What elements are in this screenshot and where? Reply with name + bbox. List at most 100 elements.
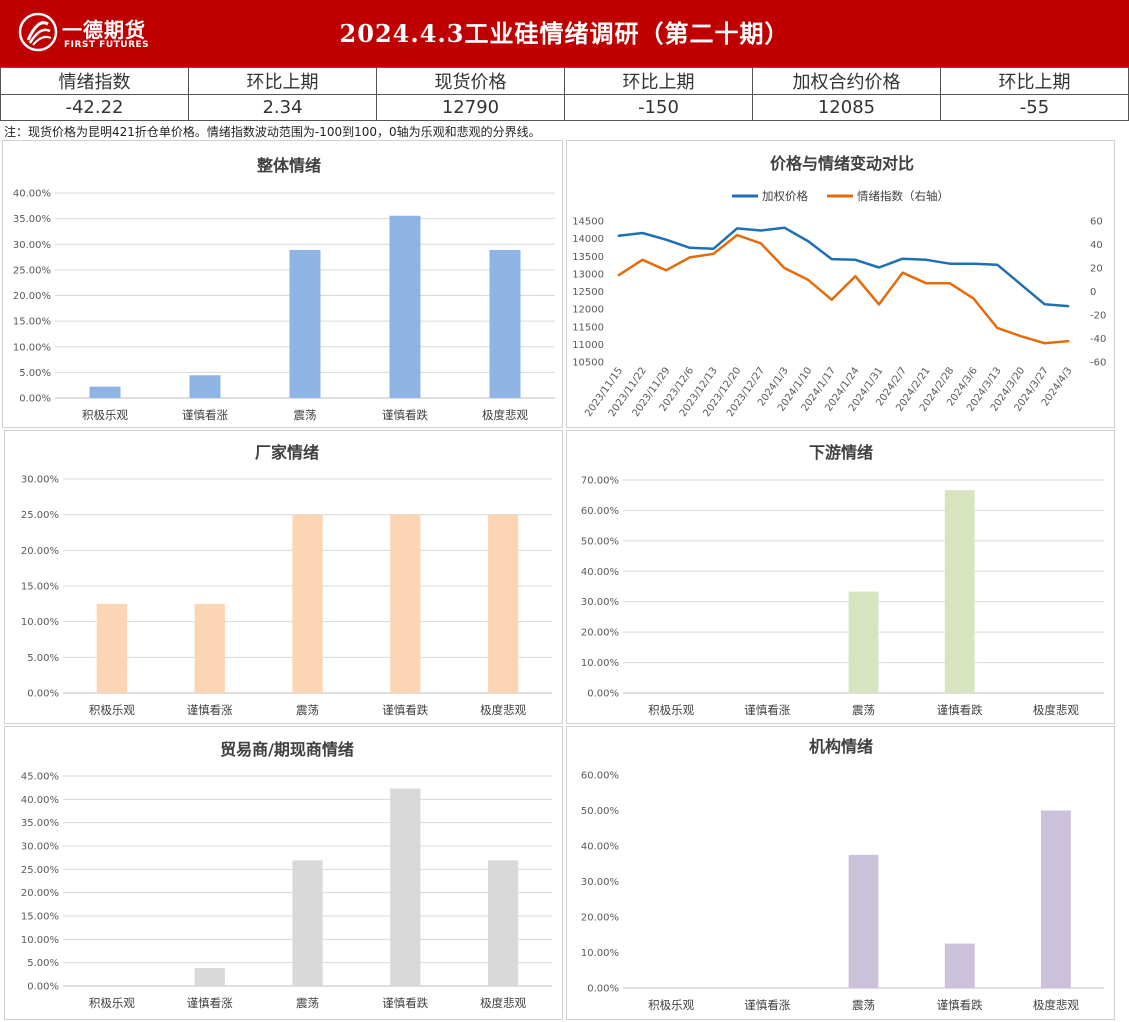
price-sentiment-panel: 价格与情绪变动对比 加权价格 情绪指数（右轴） 10500 11000 11500 1200… bbox=[566, 140, 1115, 428]
category-label: 震荡 bbox=[852, 998, 875, 1012]
category-label: 积极乐观 bbox=[82, 408, 128, 422]
y-tick-label: 0.00% bbox=[587, 689, 619, 700]
category-label: 积极乐观 bbox=[89, 703, 135, 717]
category-label: 谨慎看涨 bbox=[187, 703, 233, 717]
right-y-tick-label: 0 bbox=[1090, 287, 1096, 298]
bar bbox=[848, 854, 879, 988]
logo-mark-icon bbox=[18, 12, 58, 52]
y-tick-label: 15.00% bbox=[13, 317, 51, 328]
downstream-sentiment-panel: 下游情绪 0.00% 10.00% 20.00% 30.00% 40.00% 50.00% 6… bbox=[566, 430, 1115, 724]
y-tick-label: 45.00% bbox=[21, 772, 59, 783]
chart-title: 贸易商/期现商情绪 bbox=[220, 740, 354, 759]
y-tick-label: 60.00% bbox=[581, 771, 619, 782]
summary-header-row: 情绪指数 环比上期 现货价格 环比上期 加权合约价格 环比上期 bbox=[0, 67, 1129, 95]
bar bbox=[487, 514, 519, 693]
left-y-tick-label: 13000 bbox=[572, 269, 604, 280]
producer-sentiment-chart: 厂家情绪 0.00% 5.00% 10.00% 15.00% 20.00% 25.00% 30… bbox=[21, 443, 552, 717]
summary-value-cell: 2.34 bbox=[188, 94, 377, 121]
y-tick-label: 20.00% bbox=[581, 628, 619, 639]
left-y-tick-label: 13500 bbox=[572, 252, 604, 263]
y-tick-label: 50.00% bbox=[581, 536, 619, 547]
producer-sentiment-panel: 厂家情绪 0.00% 5.00% 10.00% 15.00% 20.00% 25.00% 30… bbox=[4, 430, 563, 724]
bar bbox=[194, 603, 225, 693]
y-tick-label: 10.00% bbox=[581, 658, 619, 669]
y-tick-label: 60.00% bbox=[581, 506, 619, 517]
y-tick-label: 30.00% bbox=[13, 240, 51, 251]
left-y-tick-label: 14500 bbox=[572, 217, 604, 228]
category-label: 极度悲观 bbox=[482, 408, 528, 422]
trader-sentiment-panel: 贸易商/期现商情绪 0.00% 5.00% 10.00% 15.00% 20.00% 25.… bbox=[4, 726, 563, 1020]
y-tick-label: 0.00% bbox=[27, 982, 59, 993]
summary-value-cell: 12790 bbox=[376, 94, 565, 121]
series-line bbox=[617, 226, 1070, 308]
bar bbox=[189, 375, 221, 398]
y-tick-label: 35.00% bbox=[21, 818, 59, 829]
bar bbox=[289, 249, 321, 398]
page-header: 一德期货 FIRST FUTURES 2024.4.3工业硅情绪调研（第二十期） bbox=[0, 0, 1129, 67]
category-label: 谨慎看涨 bbox=[744, 998, 790, 1012]
category-label: 积极乐观 bbox=[648, 998, 694, 1012]
y-tick-label: 20.00% bbox=[581, 913, 619, 924]
y-tick-label: 25.00% bbox=[13, 265, 51, 276]
bar bbox=[89, 386, 121, 398]
category-label: 极度悲观 bbox=[1033, 703, 1079, 717]
category-label: 极度悲观 bbox=[480, 703, 526, 717]
y-tick-label: 20.00% bbox=[13, 291, 51, 302]
y-tick-label: 0.00% bbox=[587, 984, 619, 995]
category-label: 谨慎看涨 bbox=[187, 996, 233, 1010]
category-label: 震荡 bbox=[852, 703, 875, 717]
y-tick-label: 25.00% bbox=[21, 510, 59, 521]
y-tick-label: 50.00% bbox=[581, 806, 619, 817]
bar bbox=[1040, 810, 1071, 988]
bar bbox=[487, 860, 519, 986]
y-tick-label: 5.00% bbox=[27, 653, 59, 664]
y-tick-label: 5.00% bbox=[19, 368, 51, 379]
legend-label: 加权价格 bbox=[762, 189, 808, 203]
bar bbox=[848, 591, 879, 693]
right-y-tick-label: 60 bbox=[1090, 217, 1103, 228]
summary-value-row: -42.22 2.34 12790 -150 12085 -55 bbox=[0, 94, 1129, 121]
category-label: 积极乐观 bbox=[89, 996, 135, 1010]
trader-sentiment-chart: 贸易商/期现商情绪 0.00% 5.00% 10.00% 15.00% 20.00% 25.… bbox=[21, 740, 552, 1010]
logo-name: 一德期货 bbox=[62, 18, 146, 42]
bar bbox=[390, 788, 421, 986]
institution-sentiment-chart: 机构情绪 0.00% 10.00% 20.00% 30.00% 40.00% 50.00% 6… bbox=[581, 737, 1104, 1012]
y-tick-label: 0.00% bbox=[19, 394, 51, 405]
bar bbox=[96, 603, 128, 693]
right-y-tick-label: -40 bbox=[1090, 334, 1106, 345]
category-label: 谨慎看跌 bbox=[937, 703, 983, 717]
summary-header-cell: 情绪指数 bbox=[0, 67, 189, 95]
summary-value-cell: -150 bbox=[564, 94, 753, 121]
left-y-tick-label: 10500 bbox=[572, 358, 604, 369]
chart-title: 厂家情绪 bbox=[255, 443, 319, 462]
y-tick-label: 10.00% bbox=[21, 935, 59, 946]
y-tick-label: 30.00% bbox=[21, 842, 59, 853]
y-tick-label: 10.00% bbox=[13, 342, 51, 353]
summary-header-cell: 环比上期 bbox=[188, 67, 377, 95]
summary-value-cell: 12085 bbox=[752, 94, 941, 121]
right-y-tick-label: -20 bbox=[1090, 311, 1106, 322]
chart-title: 价格与情绪变动对比 bbox=[770, 154, 914, 173]
y-tick-label: 30.00% bbox=[21, 475, 59, 486]
bar bbox=[489, 249, 521, 398]
chart-title: 下游情绪 bbox=[809, 443, 873, 462]
bar bbox=[292, 514, 323, 693]
category-label: 极度悲观 bbox=[480, 996, 526, 1010]
category-label: 震荡 bbox=[296, 703, 319, 717]
footnote: 注：现货价格为昆明421折仓单价格。情绪指数波动范围为-100到100，0轴为乐… bbox=[4, 125, 541, 139]
y-tick-label: 30.00% bbox=[581, 877, 619, 888]
y-tick-label: 15.00% bbox=[21, 912, 59, 923]
downstream-sentiment-chart: 下游情绪 0.00% 10.00% 20.00% 30.00% 40.00% 50.00% 6… bbox=[581, 443, 1104, 717]
y-tick-label: 0.00% bbox=[27, 689, 59, 700]
series-line bbox=[617, 233, 1070, 345]
summary-header-cell: 环比上期 bbox=[564, 67, 753, 95]
right-y-tick-label: 40 bbox=[1090, 240, 1103, 251]
category-label: 积极乐观 bbox=[648, 703, 694, 717]
category-label: 震荡 bbox=[294, 408, 317, 422]
right-y-tick-label: -60 bbox=[1090, 358, 1106, 369]
y-tick-label: 20.00% bbox=[21, 888, 59, 899]
summary-value-cell: -55 bbox=[940, 94, 1129, 121]
y-tick-label: 35.00% bbox=[13, 214, 51, 225]
logo-subtitle: FIRST FUTURES bbox=[64, 40, 150, 50]
